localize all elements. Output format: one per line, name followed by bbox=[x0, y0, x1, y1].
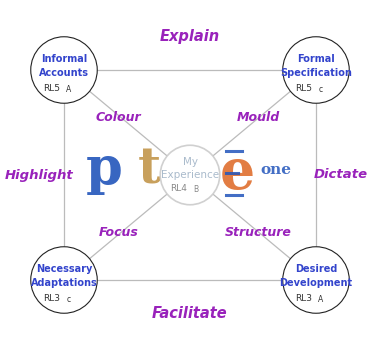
Text: Necessary: Necessary bbox=[36, 265, 92, 274]
Circle shape bbox=[283, 37, 349, 103]
Text: Facilitate: Facilitate bbox=[152, 306, 228, 321]
Text: Explain: Explain bbox=[160, 29, 220, 44]
Text: Formal: Formal bbox=[297, 55, 335, 64]
Text: Accounts: Accounts bbox=[39, 68, 89, 78]
Text: Desired: Desired bbox=[295, 265, 337, 274]
Text: My
Experience: My Experience bbox=[161, 157, 219, 180]
Text: one: one bbox=[260, 163, 291, 177]
Text: Adaptations: Adaptations bbox=[31, 278, 97, 288]
Text: c: c bbox=[319, 85, 323, 94]
Text: Structure: Structure bbox=[225, 226, 292, 239]
Circle shape bbox=[31, 247, 97, 313]
Text: p: p bbox=[86, 144, 123, 195]
Circle shape bbox=[283, 247, 349, 313]
Text: RL3: RL3 bbox=[295, 294, 312, 303]
Circle shape bbox=[160, 145, 220, 205]
Text: Highlight: Highlight bbox=[5, 168, 74, 182]
Text: RL5: RL5 bbox=[295, 84, 312, 93]
Text: Informal: Informal bbox=[41, 55, 87, 64]
Text: Focus: Focus bbox=[98, 226, 138, 239]
Text: RL3: RL3 bbox=[43, 294, 60, 303]
Text: e: e bbox=[220, 146, 255, 201]
Text: A: A bbox=[318, 295, 323, 304]
Text: c: c bbox=[67, 295, 71, 304]
Text: B: B bbox=[194, 185, 199, 194]
Text: A: A bbox=[66, 85, 71, 94]
Text: t: t bbox=[138, 145, 162, 194]
Text: RL5: RL5 bbox=[43, 84, 60, 93]
Text: Dictate: Dictate bbox=[314, 168, 367, 182]
Text: Colour: Colour bbox=[95, 111, 141, 124]
Text: Specification: Specification bbox=[280, 68, 352, 78]
Circle shape bbox=[31, 37, 97, 103]
Text: Mould: Mould bbox=[237, 111, 280, 124]
Text: RL4: RL4 bbox=[170, 184, 187, 193]
Text: Development: Development bbox=[279, 278, 353, 288]
